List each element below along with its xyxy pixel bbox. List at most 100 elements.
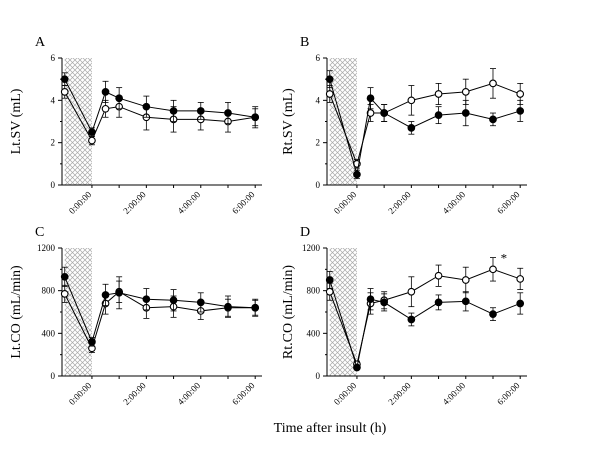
panel-letter: B	[300, 35, 309, 50]
panel-d: D Rt.CO (mL/min) 0 400 800 1200 0:00:00 2:00:00…	[281, 225, 527, 407]
insult-shading	[329, 58, 357, 185]
data-point-open	[60, 290, 69, 298]
x-tick-label: 2:00:00	[121, 380, 148, 407]
panel-letter: C	[35, 225, 44, 240]
x-tick-label: 6:00:00	[495, 380, 522, 407]
data-point-filled	[325, 276, 334, 284]
panel-c: C Lt.CO (mL/min) 0 400 800 1200 0:00:00 2:00:00…	[9, 225, 262, 407]
data-point-filled	[101, 291, 110, 299]
data-point-open	[461, 88, 470, 96]
data-point-filled	[88, 338, 96, 346]
data-point-filled	[251, 303, 260, 312]
data-point-filled	[115, 288, 123, 297]
y-axis-label: Lt.SV (mL)	[9, 88, 24, 154]
y-tick-label: 400	[42, 328, 56, 338]
y-tick-label: 0	[316, 371, 321, 381]
x-tick-label: 4:00:00	[441, 189, 468, 216]
data-point-filled	[196, 298, 205, 307]
data-point-filled	[115, 94, 123, 103]
x-tick-label: 4:00:00	[176, 380, 203, 407]
series-line	[329, 279, 521, 368]
data-point-open	[489, 79, 497, 88]
data-point-open	[407, 96, 416, 105]
data-point-open	[434, 271, 443, 280]
data-point-filled	[461, 109, 470, 117]
insult-shading	[64, 58, 92, 185]
y-axis-label: Rt.SV (mL)	[281, 88, 296, 155]
x-tick-label: 2:00:00	[386, 189, 413, 216]
x-tick-label: 0:00:00	[67, 189, 94, 216]
data-point-filled	[353, 363, 361, 372]
insult-shading	[329, 248, 357, 376]
data-point-filled	[380, 298, 388, 307]
y-tick-label: 2	[316, 138, 321, 148]
data-point-filled	[142, 295, 151, 304]
x-tick-label: 4:00:00	[176, 189, 203, 216]
x-tick-label: 0:00:00	[67, 380, 94, 407]
data-point-filled	[169, 296, 178, 305]
data-point-filled	[60, 75, 69, 84]
data-point-open	[325, 90, 334, 98]
y-tick-label: 4	[51, 95, 56, 105]
y-tick-label: 800	[42, 286, 56, 296]
data-point-open	[60, 88, 69, 96]
series-line	[329, 82, 521, 166]
data-point-filled	[142, 102, 151, 111]
x-tick-label: 4:00:00	[441, 380, 468, 407]
y-axis-label: Rt.CO (mL/min)	[281, 265, 296, 359]
x-axis-label: Time after insult (h)	[274, 421, 387, 436]
data-point-open	[325, 287, 334, 296]
series-filled	[60, 72, 260, 137]
y-tick-label: 400	[307, 328, 321, 338]
data-point-open	[461, 276, 470, 284]
insult-shading	[64, 248, 92, 376]
data-point-filled	[380, 109, 388, 117]
panel-a: A Lt.SV (mL) 0 2 4 6 0:00:00 2:00:00 4:00:00 6:00…	[9, 35, 262, 216]
data-point-open	[516, 275, 525, 283]
data-point-filled	[434, 298, 443, 307]
y-tick-label: 1200	[37, 243, 56, 253]
data-point-filled	[434, 111, 443, 119]
panel-letter: D	[300, 225, 310, 240]
y-tick-label: 1200	[302, 243, 321, 253]
data-point-filled	[366, 295, 375, 304]
data-point-open	[88, 136, 96, 145]
data-point-filled	[325, 75, 334, 84]
series-filled	[325, 70, 525, 180]
series-filled	[60, 266, 260, 347]
data-point-filled	[353, 170, 361, 179]
x-tick-label: 6:00:00	[230, 380, 257, 407]
data-point-filled	[407, 123, 416, 132]
data-point-filled	[60, 272, 69, 281]
y-tick-label: 0	[51, 180, 56, 190]
y-tick-label: 0	[316, 180, 321, 190]
data-point-filled	[489, 115, 497, 124]
data-point-filled	[196, 107, 205, 115]
data-point-open	[516, 90, 525, 98]
data-point-filled	[88, 128, 96, 136]
panel-b: B Rt.SV (mL) 0 2 4 6 0:00:00 2:00:00 4:00:00 6:00…	[281, 35, 527, 216]
data-point-open	[366, 109, 375, 117]
data-point-open	[101, 104, 110, 113]
y-tick-label: 4	[316, 95, 321, 105]
x-tick-label: 2:00:00	[121, 189, 148, 216]
y-axis-label: Lt.CO (mL/min)	[9, 265, 24, 359]
data-point-filled	[366, 94, 375, 103]
data-point-filled	[251, 113, 260, 122]
series-filled	[325, 271, 525, 372]
data-point-filled	[516, 299, 525, 308]
data-point-filled	[516, 107, 525, 115]
y-tick-label: 6	[316, 53, 321, 63]
x-tick-label: 0:00:00	[332, 380, 359, 407]
data-point-open	[434, 90, 443, 98]
x-tick-label: 2:00:00	[386, 380, 413, 407]
x-tick-label: 6:00:00	[230, 189, 257, 216]
data-point-filled	[407, 315, 416, 324]
data-point-filled	[224, 109, 232, 117]
data-point-open	[407, 287, 416, 296]
x-tick-label: 6:00:00	[495, 189, 522, 216]
y-tick-label: 6	[51, 53, 56, 63]
significance-marker: *	[501, 251, 508, 266]
data-point-filled	[169, 107, 178, 115]
